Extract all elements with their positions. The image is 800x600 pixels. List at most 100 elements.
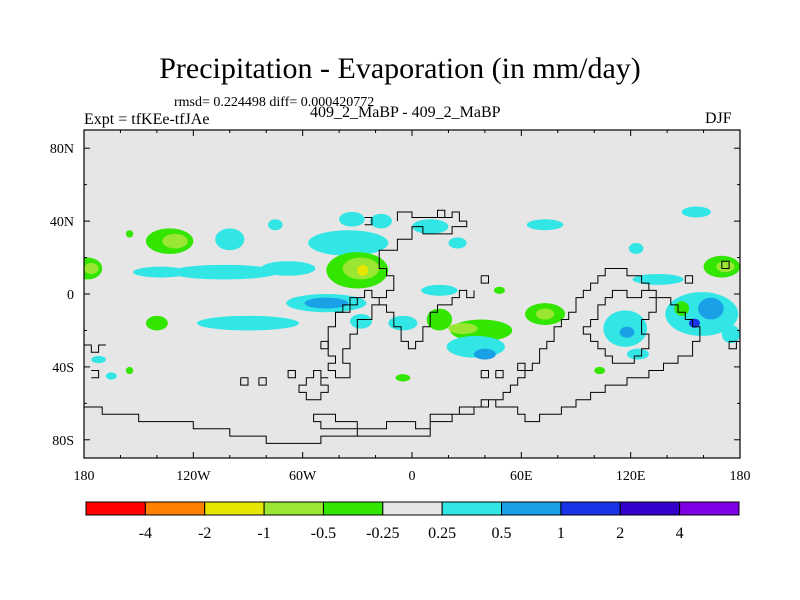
anomaly-region — [535, 308, 555, 320]
x-tick-label: 180 — [74, 469, 95, 484]
colorbar-swatch — [560, 501, 621, 516]
x-tick-label: 60E — [510, 469, 533, 484]
anomaly-region — [125, 366, 134, 375]
map-background — [84, 130, 740, 458]
x-tick-label: 0 — [409, 469, 416, 484]
anomaly-region — [628, 242, 644, 254]
anomaly-region — [304, 297, 349, 309]
run-comparison-label: 409_2_MaBP - 409_2_MaBP — [310, 104, 501, 121]
anomaly-region — [196, 315, 300, 331]
anomaly-region — [619, 326, 635, 338]
anomaly-region — [268, 219, 283, 231]
anomaly-region — [105, 372, 117, 380]
coastline — [582, 289, 657, 364]
colorbar-swatch — [144, 501, 206, 516]
coastline — [327, 211, 468, 379]
coastline — [480, 370, 489, 379]
y-tick-label: 40N — [50, 215, 74, 230]
anomaly-region — [162, 233, 188, 249]
anomaly-region — [260, 261, 316, 276]
coastline — [91, 370, 100, 379]
coastline — [364, 217, 373, 226]
colorbar-label: 0.25 — [428, 525, 456, 542]
anomaly-region — [721, 324, 740, 344]
coastline — [84, 406, 358, 444]
colorbar-swatch — [263, 501, 324, 516]
colorbar-swatch — [204, 501, 265, 516]
colorbar-label: 2 — [616, 525, 624, 542]
coastline — [480, 275, 489, 284]
coastline — [379, 289, 475, 350]
anomaly-region — [716, 261, 735, 273]
colorbar-swatch — [322, 501, 384, 516]
anomaly-region — [698, 297, 724, 320]
y-tick-label: 80S — [52, 434, 74, 449]
coastline — [313, 268, 701, 437]
colorbar-swatch — [619, 501, 681, 516]
anomaly-region — [215, 228, 245, 251]
y-tick-label: 80N — [50, 142, 74, 157]
coastline — [684, 275, 694, 284]
coastline — [320, 340, 329, 350]
anomaly-region — [125, 230, 134, 238]
anomaly-region — [421, 284, 458, 296]
anomaly-region — [388, 315, 418, 331]
coastline — [258, 377, 267, 386]
anomaly-region — [426, 308, 453, 331]
colorbar-swatch — [679, 501, 740, 516]
x-tick-label: 120E — [616, 469, 646, 484]
coastline — [287, 370, 296, 379]
anomaly-region — [84, 263, 99, 274]
anomaly-region — [395, 374, 411, 382]
anomaly-region — [350, 314, 372, 329]
colorbar-label: 1 — [557, 525, 565, 542]
y-tick-label: 40S — [52, 361, 74, 376]
coastlines — [84, 209, 740, 444]
coastline — [240, 377, 249, 386]
colorbar-swatch — [85, 501, 146, 516]
anomaly-region — [448, 237, 467, 249]
colorbar-label: 0.5 — [492, 525, 512, 542]
anomaly-region — [632, 273, 684, 285]
colorbar-label: -1 — [257, 525, 270, 542]
experiment-label: Expt = tfKEe-tfJAe — [84, 111, 210, 128]
rmsd-diff-stats: rmsd= 0.224498 diff= 0.000420772 — [174, 95, 375, 110]
plot-title: Precipitation - Evaporation (in mm/day) — [159, 52, 641, 85]
coastline — [430, 209, 446, 218]
colorbar-label: -4 — [139, 525, 152, 542]
coastline — [721, 260, 730, 269]
coastline — [517, 362, 526, 371]
anomaly-region — [412, 219, 449, 234]
anomaly-region — [339, 212, 365, 227]
coastline — [335, 297, 358, 313]
anomaly-region — [674, 301, 689, 316]
colorbar-label: -2 — [198, 525, 211, 542]
x-tick-label: 120W — [176, 469, 211, 484]
anomaly-region — [494, 286, 505, 294]
contour-fills — [84, 206, 740, 382]
anomaly-region — [594, 366, 606, 375]
y-tick-label: 0 — [67, 288, 74, 303]
anomaly-region — [627, 348, 649, 360]
anomaly-region — [473, 348, 496, 360]
anomaly-region — [169, 264, 279, 280]
anomaly-region — [357, 264, 369, 276]
anomaly-region — [526, 219, 564, 231]
anomaly-region — [133, 266, 188, 278]
colorbar-swatch — [441, 501, 503, 516]
axis-ticks: 180 120W 60W 0 60E 120E 180 80N 40N 0 40S 80S — [50, 130, 751, 484]
anomaly-region — [370, 213, 392, 229]
anomaly-region — [308, 230, 389, 256]
colorbar: -4 -2 -1 -0.5 -0.25 0.25 0.5 1 2 4 — [85, 501, 740, 542]
coastline — [728, 340, 737, 350]
anomaly-region — [145, 315, 168, 331]
anomaly-region — [91, 355, 106, 364]
colorbar-label: -0.5 — [311, 525, 336, 542]
x-tick-label: 180 — [730, 469, 751, 484]
colorbar-label: -0.25 — [366, 525, 399, 542]
colorbar-swatch — [382, 501, 443, 516]
anomaly-region — [688, 318, 700, 328]
anomaly-region — [448, 323, 478, 335]
coastline — [84, 344, 106, 353]
